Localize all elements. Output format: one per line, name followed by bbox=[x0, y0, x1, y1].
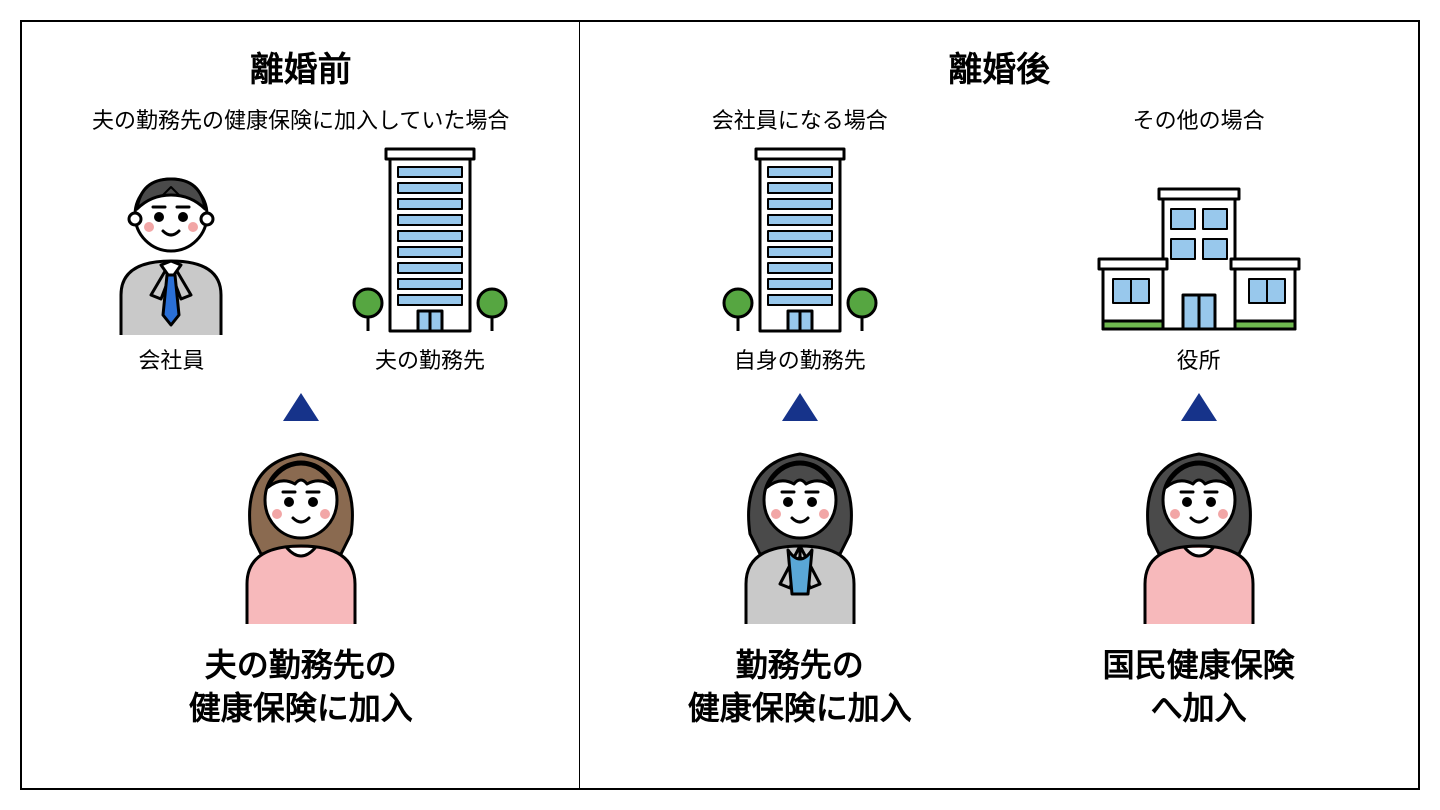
office-building-icon bbox=[330, 145, 530, 335]
col1-arrow bbox=[610, 393, 989, 426]
become-employee-col: 会社員になる場合 bbox=[610, 103, 989, 768]
businessman-block: 会社員 bbox=[52, 165, 291, 375]
businessman-label: 会社員 bbox=[138, 343, 204, 375]
city-office-icon bbox=[1079, 175, 1319, 335]
woman-pink-icon bbox=[211, 434, 391, 624]
own-workplace-block: 自身の勤務先 bbox=[610, 145, 989, 375]
husband-workplace-block: 夫の勤務先 bbox=[311, 145, 550, 375]
col2-subtitle: その他の場合 bbox=[1009, 103, 1388, 135]
up-arrow-icon bbox=[283, 393, 319, 421]
woman-suit-icon bbox=[710, 434, 890, 624]
left-title: 離婚前 bbox=[52, 42, 549, 91]
after-divorce-panel: 離婚後 会社員になる場合 bbox=[580, 22, 1418, 788]
businessman-icon bbox=[91, 165, 251, 335]
right-title: 離婚後 bbox=[610, 42, 1388, 91]
before-divorce-panel: 離婚前 夫の勤務先の健康保険に加入していた場合 bbox=[22, 22, 580, 788]
col2-arrow bbox=[1009, 393, 1388, 426]
left-top-row: 会社員 bbox=[52, 155, 549, 375]
up-arrow-icon bbox=[1181, 393, 1217, 421]
col2-bottom-line1: 国民健康保険 bbox=[1103, 647, 1295, 683]
col2-woman bbox=[1009, 434, 1388, 634]
own-workplace-label: 自身の勤務先 bbox=[734, 343, 866, 375]
husband-workplace-label: 夫の勤務先 bbox=[375, 343, 485, 375]
left-subtitle: 夫の勤務先の健康保険に加入していた場合 bbox=[52, 103, 549, 135]
col1-top: 自身の勤務先 bbox=[610, 155, 989, 375]
city-office-label: 役所 bbox=[1177, 343, 1221, 375]
up-arrow-icon bbox=[782, 393, 818, 421]
right-columns: 会社員になる場合 bbox=[610, 103, 1388, 768]
col1-bottom: 勤務先の 健康保険に加入 bbox=[610, 644, 989, 730]
left-woman-row bbox=[52, 434, 549, 634]
left-arrow-row bbox=[52, 393, 549, 426]
col2-bottom: 国民健康保険 へ加入 bbox=[1009, 644, 1388, 730]
left-bottom-line1: 夫の勤務先の bbox=[205, 647, 397, 683]
other-cases-col: その他の場合 bbox=[1009, 103, 1388, 768]
col1-subtitle: 会社員になる場合 bbox=[610, 103, 989, 135]
col1-woman bbox=[610, 434, 989, 634]
city-office-block: 役所 bbox=[1009, 175, 1388, 375]
office-building-icon bbox=[700, 145, 900, 335]
woman-pink-dark-icon bbox=[1109, 434, 1289, 624]
col1-bottom-line1: 勤務先の bbox=[736, 647, 864, 683]
col2-top: 役所 bbox=[1009, 155, 1388, 375]
left-bottom-text: 夫の勤務先の 健康保険に加入 bbox=[52, 644, 549, 730]
col1-bottom-line2: 健康保険に加入 bbox=[688, 690, 912, 726]
left-bottom-line2: 健康保険に加入 bbox=[189, 690, 413, 726]
diagram-frame: 離婚前 夫の勤務先の健康保険に加入していた場合 bbox=[20, 20, 1420, 790]
col2-bottom-line2: へ加入 bbox=[1151, 690, 1247, 726]
